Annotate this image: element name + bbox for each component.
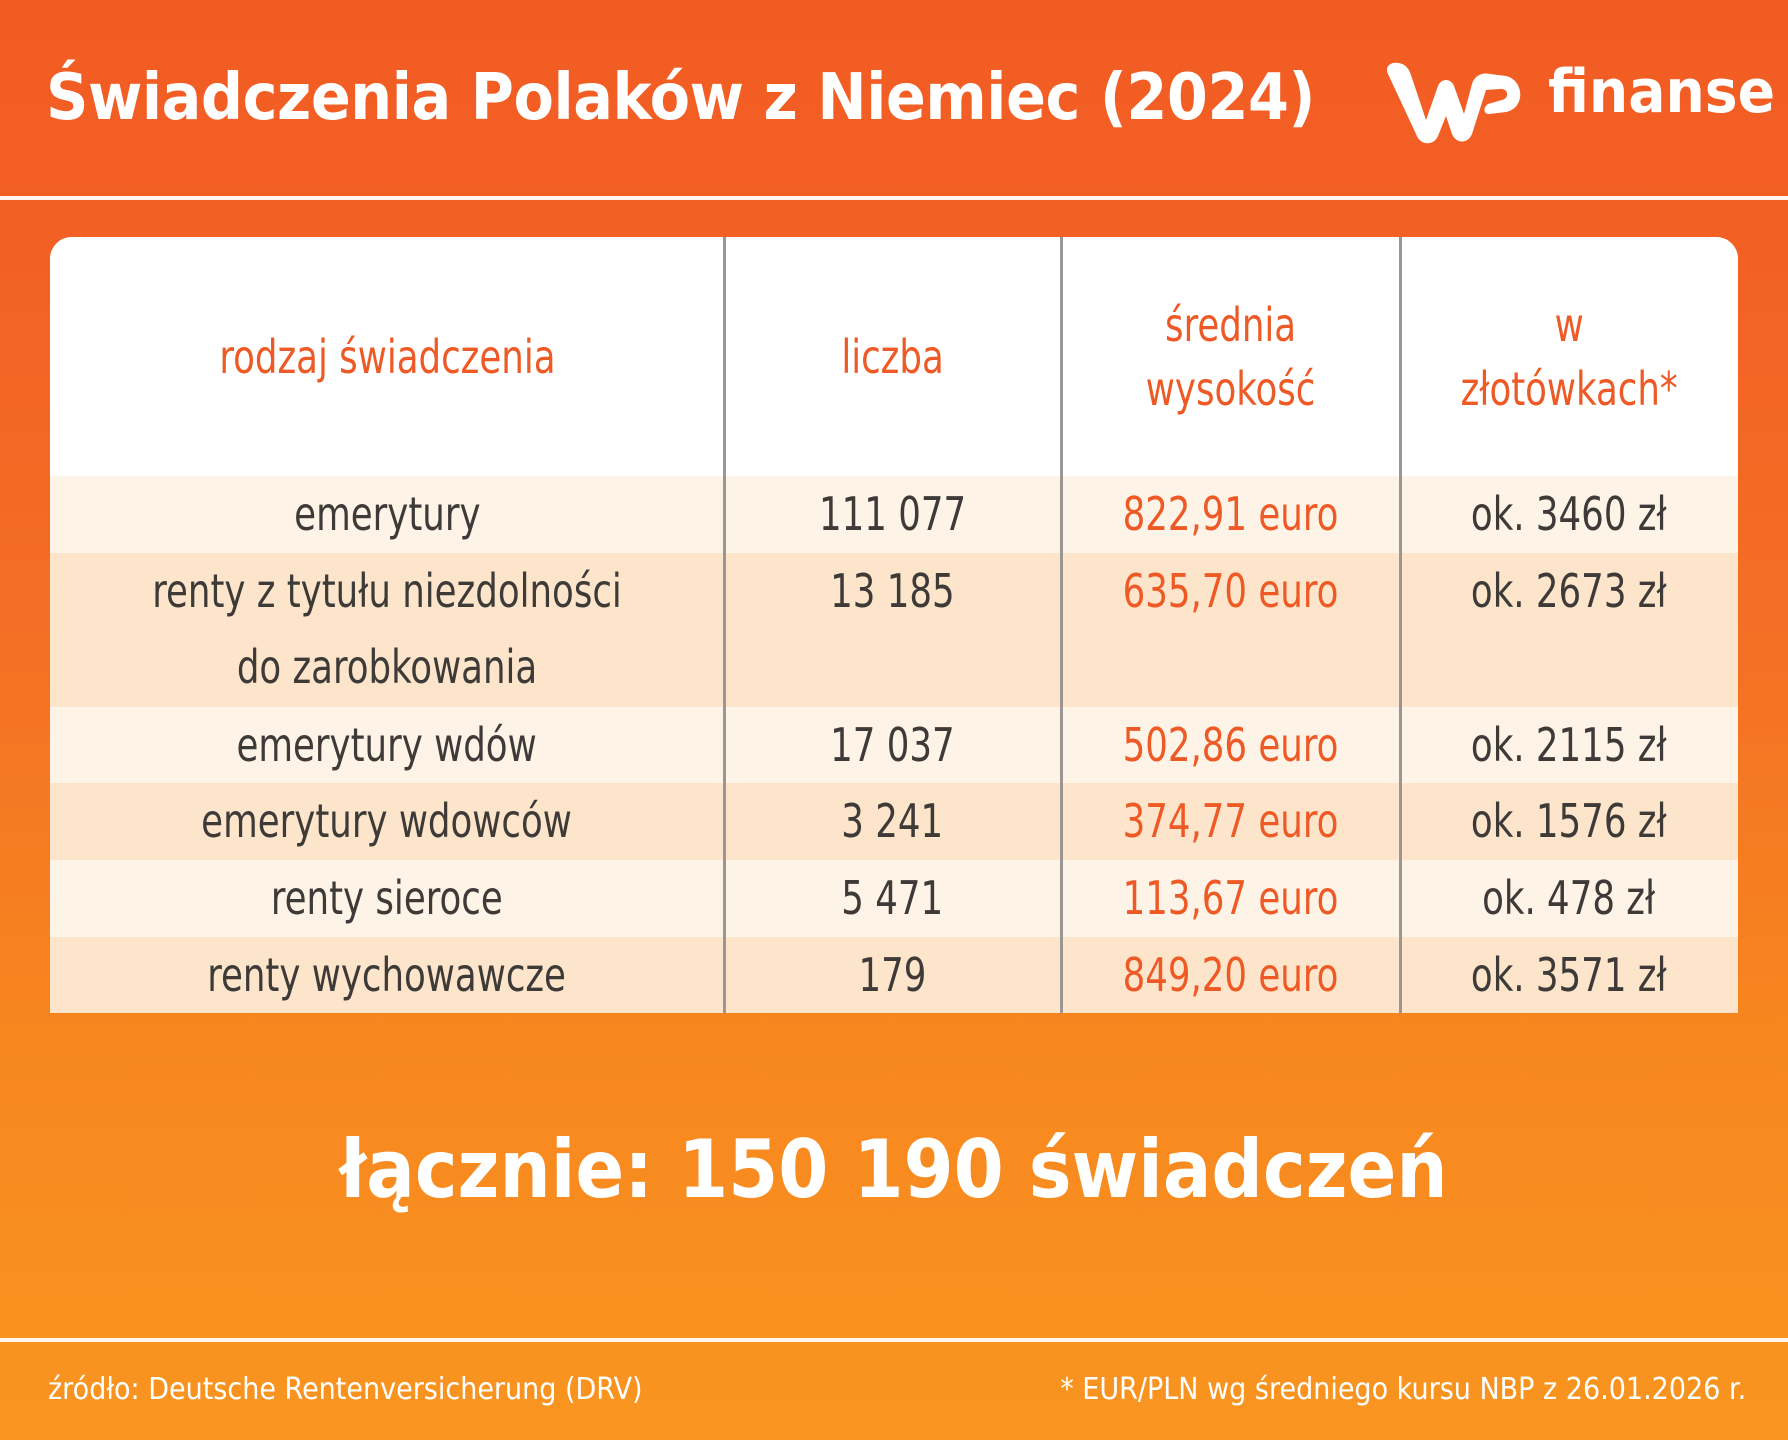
cell-count: 111 077 xyxy=(818,487,967,541)
cell-type: renty wychowawcze xyxy=(207,948,567,1002)
table-row: renty wychowawcze 179 849,20 euro ok. 35… xyxy=(50,937,1738,1013)
cell-average-eur: 635,70 euro xyxy=(1122,564,1339,618)
wp-finanse-logo: finanse xyxy=(1378,56,1788,146)
exchange-rate-note: * EUR/PLN wg średniego kursu NBP z 26.01… xyxy=(1060,1372,1746,1407)
column-header-average: średnia wysokość xyxy=(1145,297,1316,416)
cell-average-eur: 822,91 euro xyxy=(1122,487,1339,541)
cell-type: renty sieroce xyxy=(271,871,503,925)
cell-count: 17 037 xyxy=(830,718,955,772)
cell-count: 179 xyxy=(858,948,927,1002)
wp-logo-icon xyxy=(1386,62,1521,144)
cell-count: 5 471 xyxy=(841,871,944,925)
column-divider xyxy=(1399,237,1402,1013)
cell-count: 13 185 xyxy=(830,564,955,618)
cell-type: emerytury wdowców xyxy=(201,794,573,848)
column-header-count: liczba xyxy=(841,329,944,384)
logo-text: finanse xyxy=(1548,57,1776,127)
cell-pln: ok. 3460 zł xyxy=(1471,487,1667,541)
cell-pln: ok. 1576 zł xyxy=(1471,794,1667,848)
page-title: Świadczenia Polaków z Niemiec (2024) xyxy=(46,61,1315,135)
cell-pln: ok. 2115 zł xyxy=(1471,718,1667,772)
footer-divider xyxy=(0,1338,1788,1342)
table-header-row: rodzaj świadczenia liczba średnia wysoko… xyxy=(50,237,1738,476)
column-header-type: rodzaj świadczenia xyxy=(218,329,556,384)
header-divider xyxy=(0,196,1788,200)
benefits-table: rodzaj świadczenia liczba średnia wysoko… xyxy=(50,237,1738,1013)
table-row: renty sieroce 5 471 113,67 euro ok. 478 … xyxy=(50,860,1738,937)
table-row: emerytury wdowców 3 241 374,77 euro ok. … xyxy=(50,783,1738,860)
cell-type: renty z tytułu niezdolności do zarobkowa… xyxy=(152,564,622,694)
cell-pln: ok. 3571 zł xyxy=(1471,948,1667,1002)
column-header-pln: w złotówkach* xyxy=(1460,297,1678,416)
cell-count: 3 241 xyxy=(841,794,944,848)
cell-average-eur: 113,67 euro xyxy=(1122,871,1339,925)
cell-pln: ok. 478 zł xyxy=(1482,871,1656,925)
table-row: emerytury wdów 17 037 502,86 euro ok. 21… xyxy=(50,707,1738,783)
column-divider xyxy=(723,237,726,1013)
column-divider xyxy=(1060,237,1063,1013)
source-note: źródło: Deutsche Rentenversicherung (DRV… xyxy=(48,1372,643,1407)
cell-type: emerytury wdów xyxy=(236,718,538,772)
cell-type: emerytury xyxy=(293,487,481,541)
cell-pln: ok. 2673 zł xyxy=(1471,564,1667,618)
table-row: emerytury 111 077 822,91 euro ok. 3460 z… xyxy=(50,476,1738,553)
total-summary: łącznie: 150 190 świadczeń xyxy=(339,1123,1449,1216)
table-row: renty z tytułu niezdolności do zarobkowa… xyxy=(50,553,1738,707)
cell-average-eur: 374,77 euro xyxy=(1122,794,1339,848)
cell-average-eur: 849,20 euro xyxy=(1122,948,1339,1002)
cell-average-eur: 502,86 euro xyxy=(1122,718,1339,772)
